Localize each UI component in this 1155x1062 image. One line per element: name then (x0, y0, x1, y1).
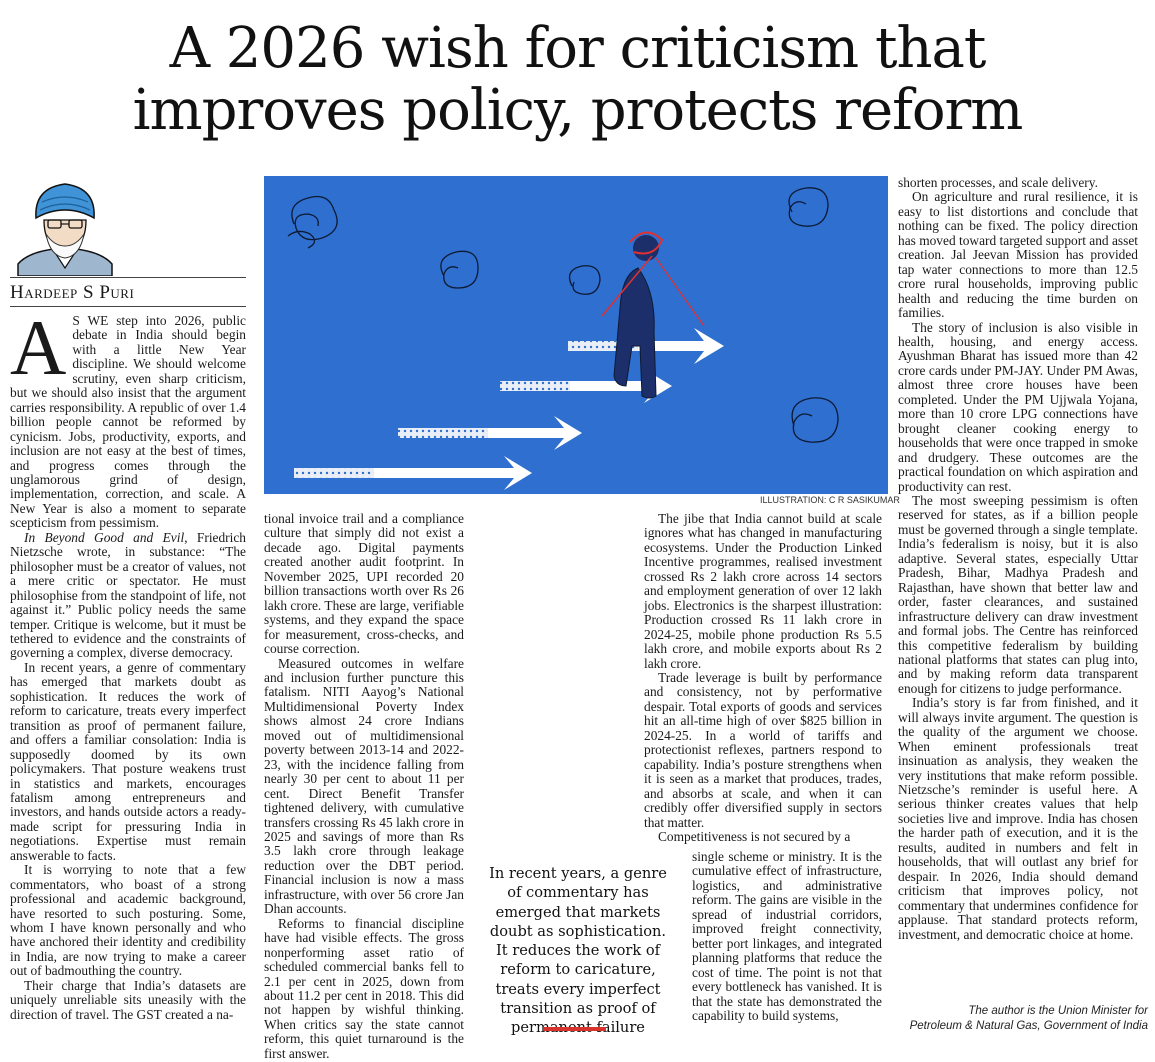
article-paragraph: It is worrying to note that a few commen… (10, 862, 246, 979)
article-column-4: shorten processes, and scale delivery. O… (898, 175, 1138, 942)
article-paragraph: tional invoice trail and a compliance cu… (264, 511, 464, 657)
illustration (264, 176, 888, 494)
article-paragraph: Their charge that India’s datasets are u… (10, 977, 246, 1022)
pull-quote-bar (544, 1027, 606, 1031)
article-column-3-continued: single scheme or ministry. It is the cum… (692, 849, 882, 1023)
headline: A 2026 wish for criticism that improves … (0, 18, 1155, 142)
tagline-line-2: Petroleum & Natural Gas, Government of I… (909, 1020, 1148, 1032)
drop-cap: A (10, 304, 67, 391)
tagline-line-1: The author is the Union Minister for (968, 1005, 1148, 1017)
article-paragraph: In recent years, a genre of commentary h… (10, 659, 246, 863)
article-paragraph: In Beyond Good and Evil, Friedrich Nietz… (10, 529, 247, 661)
author-name: Hardeep S Puri (10, 282, 135, 303)
author-block: Hardeep S Puri (10, 176, 246, 308)
article-paragraph: Reforms to financial discipline have had… (264, 915, 464, 1061)
author-rule-bottom (10, 306, 246, 307)
article-column-2: tional invoice trail and a compliance cu… (264, 511, 464, 1061)
author-rule-top (10, 277, 246, 278)
article-text: , Friedrich Nietzsche wrote, in substanc… (10, 529, 247, 661)
headline-line-1: A 2026 wish for criticism that (169, 16, 987, 81)
pull-quote: In recent years, a genre of commentary h… (489, 865, 667, 1037)
author-portrait-icon (17, 183, 113, 276)
article-text: S WE step into 2026, public debate in In… (10, 313, 246, 531)
article-paragraph: single scheme or ministry. It is the cum… (692, 849, 882, 1023)
article-paragraph: The jibe that India cannot build at scal… (644, 511, 882, 671)
article-paragraph: shorten processes, and scale delivery. (898, 175, 1098, 190)
headline-line-2: improves policy, protects reform (132, 78, 1024, 143)
article-paragraph: Trade leverage is built by performance a… (644, 669, 882, 830)
article-column-3: The jibe that India cannot build at scal… (644, 511, 882, 844)
illustration-credit: ILLUSTRATION: C R SASIKUMAR (760, 495, 900, 505)
article-paragraph: Measured outcomes in welfare and inclusi… (264, 655, 464, 917)
article-paragraph: On agriculture and rural resilience, it … (898, 189, 1138, 321)
article-paragraph: The story of inclusion is also visible i… (898, 319, 1138, 494)
article-paragraph: India’s story is far from finished, and … (898, 695, 1138, 942)
arrows-illustration-icon (287, 187, 839, 490)
author-tagline: The author is the Union Minister for Pet… (880, 1004, 1148, 1034)
article-paragraph: Competitiveness is not secured by a (658, 828, 851, 844)
book-title: In Beyond Good and Evil (24, 529, 185, 545)
article-paragraph: The most sweeping pessimism is often res… (898, 492, 1138, 696)
